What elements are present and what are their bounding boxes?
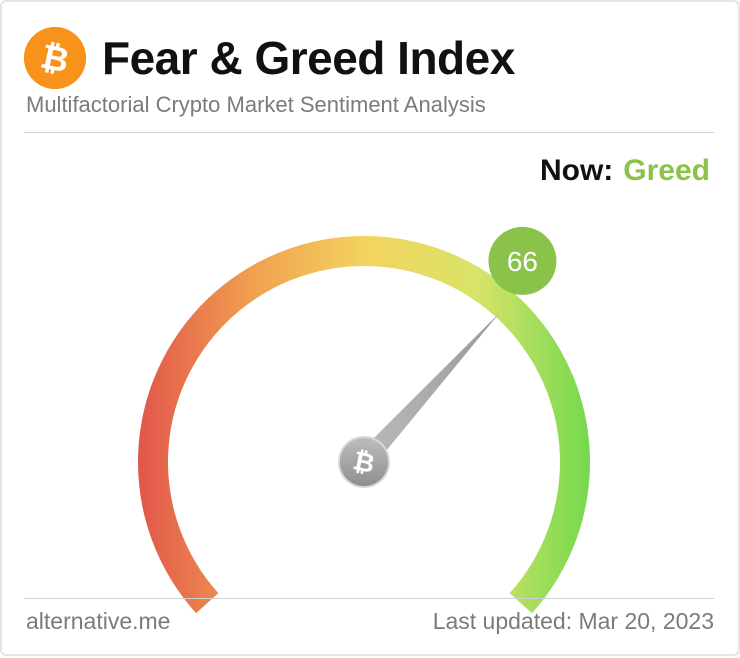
- header: ₿ Fear & Greed Index: [24, 26, 515, 90]
- page-title: Fear & Greed Index: [102, 32, 515, 84]
- value-badge: 66: [488, 226, 557, 295]
- index-value: 66: [507, 246, 538, 277]
- gauge-needle: [356, 312, 500, 469]
- last-updated: Last updated: Mar 20, 2023: [432, 608, 714, 634]
- page-subtitle: Multifactorial Crypto Market Sentiment A…: [26, 92, 486, 117]
- source-link[interactable]: alternative.me: [26, 608, 171, 634]
- gauge-arc: [138, 235, 591, 614]
- classification-label: Greed: [623, 154, 710, 187]
- bitcoin-icon: ₿: [24, 27, 86, 89]
- now-label: Now:: [539, 154, 614, 187]
- gauge-hub: ₿: [338, 436, 390, 488]
- current-status: Now: Greed: [540, 154, 710, 188]
- divider-top: [24, 132, 714, 133]
- divider-bottom: [24, 598, 714, 599]
